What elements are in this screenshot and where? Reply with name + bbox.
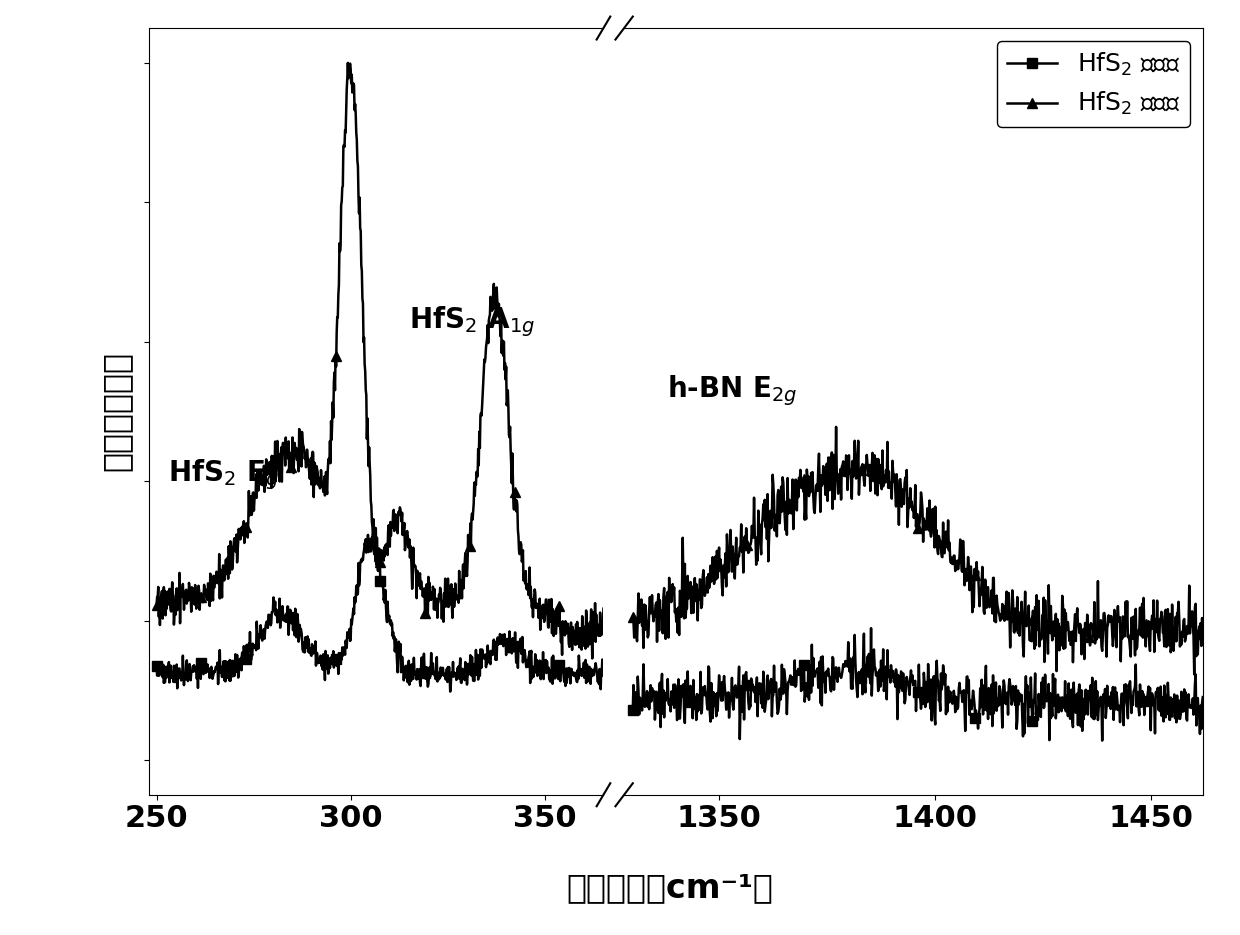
Line: HfS₂ 生长前: HfS₂ 生长前 [151, 529, 609, 697]
HfS₂ 生长前 [149, 660, 164, 671]
HfS₂ 生长前 [443, 686, 458, 698]
HfS₂ 生长后 [409, 593, 424, 604]
Text: HfS$_2$ E$_g$: HfS$_2$ E$_g$ [169, 457, 279, 492]
HfS₂ 生长前 [420, 679, 435, 690]
Line: HfS₂ 生长后: HfS₂ 生长后 [151, 58, 609, 663]
HfS₂ 生长前 [409, 674, 424, 685]
Legend: HfS$_2$ 生长前, HfS$_2$ 生长后: HfS$_2$ 生长前, HfS$_2$ 生长后 [997, 40, 1190, 127]
HfS₂ 生长后 [420, 571, 435, 583]
HfS₂ 生长前 [176, 680, 191, 691]
HfS₂ 生长前 [536, 669, 551, 680]
HfS₂ 生长后 [176, 604, 191, 615]
Text: HfS$_2$ A$_{1g}$: HfS$_2$ A$_{1g}$ [409, 304, 536, 338]
HfS₂ 生长后 [149, 599, 164, 611]
HfS₂ 生长前 [434, 666, 449, 677]
HfS₂ 生长后 [489, 301, 503, 312]
HfS₂ 生长前 [596, 670, 611, 682]
HfS₂ 生长后 [585, 653, 600, 664]
HfS₂ 生长后 [434, 613, 449, 625]
Text: h-BN E$_{2g}$: h-BN E$_{2g}$ [667, 374, 797, 409]
Text: 拉曼位移（cm⁻¹）: 拉曼位移（cm⁻¹） [567, 871, 773, 904]
HfS₂ 生长后 [596, 603, 611, 614]
HfS₂ 生长后 [341, 57, 356, 68]
HfS₂ 生长后 [534, 601, 549, 612]
Y-axis label: 拉曼信号强度: 拉曼信号强度 [100, 352, 133, 471]
HfS₂ 生长前 [490, 654, 505, 666]
HfS₂ 生长前 [366, 528, 381, 539]
